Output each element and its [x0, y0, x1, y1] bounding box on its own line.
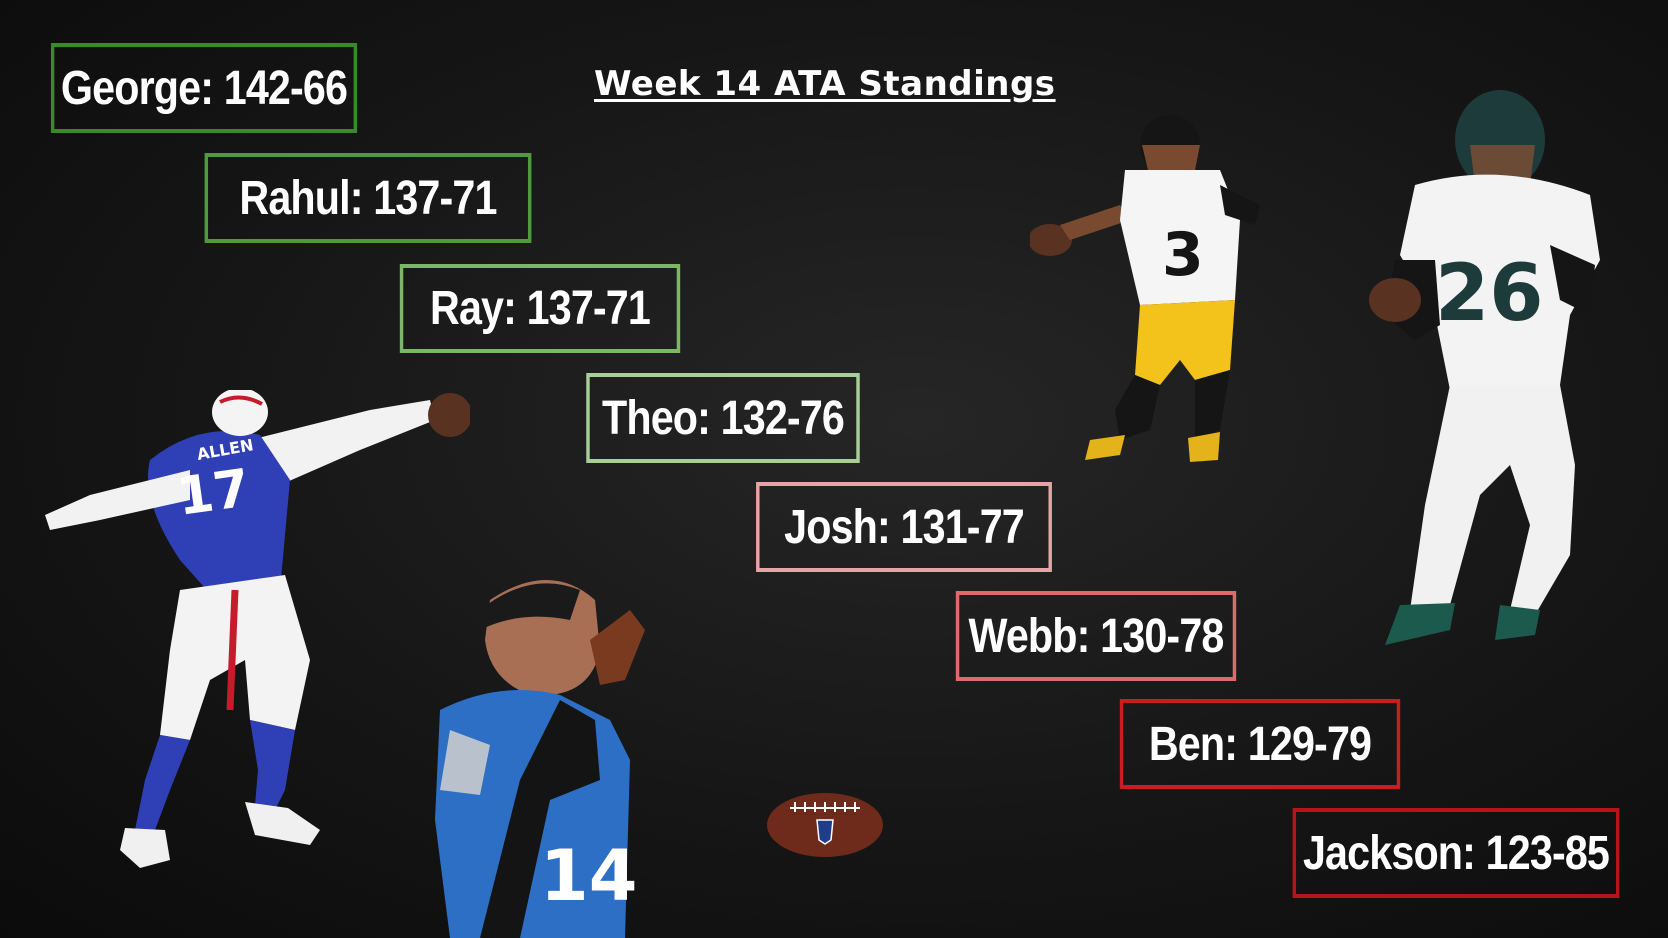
standing-label: Rahul: 137-71 — [239, 171, 497, 225]
steelers-player-image: 3 — [1030, 115, 1260, 462]
jersey-number: 3 — [1162, 220, 1204, 290]
standing-ray: Ray: 137-71 — [399, 264, 681, 353]
football-icon — [767, 793, 883, 857]
jersey-number: 14 — [540, 835, 637, 917]
standing-label: Theo: 132-76 — [601, 391, 845, 445]
standing-jackson: Jackson: 123-85 — [1292, 808, 1620, 898]
standing-webb: Webb: 130-78 — [955, 591, 1237, 681]
bills-player-image: ALLEN 17 — [45, 390, 470, 868]
lions-player-image: 14 — [435, 580, 645, 938]
standing-ben: Ben: 129-79 — [1119, 699, 1401, 789]
standing-label: Ray: 137-71 — [429, 282, 651, 335]
standing-josh: Josh: 131-77 — [756, 482, 1052, 572]
standing-theo: Theo: 132-76 — [586, 373, 860, 463]
page-title: Week 14 ATA Standings — [594, 64, 1056, 104]
eagles-player-image: 26 — [1369, 90, 1600, 645]
standing-rahul: Rahul: 137-71 — [204, 153, 532, 243]
standing-label: George: 142-66 — [60, 61, 348, 115]
standing-label: Jackson: 123-85 — [1302, 826, 1610, 880]
standing-label: Josh: 131-77 — [784, 500, 1025, 554]
jersey-number: 17 — [173, 458, 253, 527]
jersey-number: 26 — [1435, 249, 1544, 339]
standing-label: Ben: 129-79 — [1148, 717, 1372, 771]
standing-label: Webb: 130-78 — [968, 609, 1224, 663]
standing-george: George: 142-66 — [50, 43, 358, 133]
